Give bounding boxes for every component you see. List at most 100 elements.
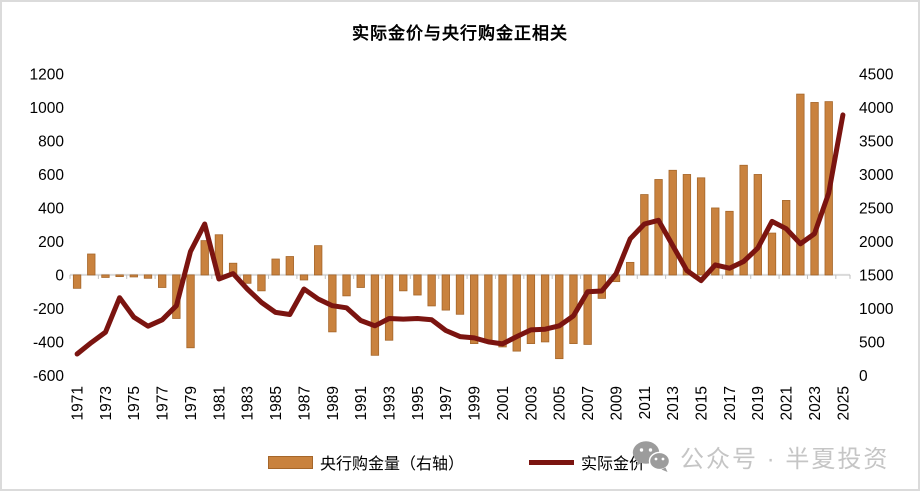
left-axis-tick-label: 200 [38, 234, 64, 251]
bar-1975 [129, 274, 138, 278]
x-axis-year-label: 2017 [722, 386, 739, 420]
real-gold-price-line [74, 112, 846, 357]
bar-1984 [257, 274, 266, 292]
bar-2000 [484, 274, 493, 344]
right-axis-tick-label: 3500 [859, 133, 894, 150]
right-axis-tick-label: 2500 [859, 200, 894, 217]
bar-1990 [342, 274, 351, 297]
x-axis-year-label: 1981 [211, 386, 228, 420]
x-axis-year-label: 2001 [495, 386, 512, 420]
bar-1988 [314, 245, 323, 276]
bar-2011 [640, 194, 649, 276]
x-axis-year-label: 1993 [382, 386, 399, 420]
bar-2022 [796, 93, 805, 276]
x-axis-year-label: 1999 [467, 386, 484, 420]
bar-1993 [384, 274, 394, 341]
x-axis-year-label: 2007 [580, 386, 597, 420]
left-axis-tick-label: 1000 [30, 100, 65, 117]
bar-1979 [186, 274, 195, 349]
x-axis-year-label: 1973 [98, 386, 115, 420]
right-axis-tick-label: 4000 [859, 100, 894, 117]
bar-1985 [271, 258, 280, 276]
bar-1998 [455, 274, 465, 315]
bar-1983 [243, 274, 252, 284]
x-axis-year-label: 2011 [637, 386, 654, 419]
bar-1977 [158, 274, 167, 288]
bar-1971 [72, 274, 82, 289]
bar-series-swatch [268, 455, 313, 469]
x-axis-year-label: 2009 [608, 386, 625, 420]
right-axis-tick-label: 2000 [859, 234, 894, 251]
left-axis-tick-label: 1200 [30, 66, 65, 83]
bar-1995 [413, 274, 422, 296]
left-axis-tick-label: -200 [33, 301, 64, 318]
bar-1976 [143, 274, 153, 279]
wechat-icon [632, 441, 670, 472]
x-axis-year-label: 2003 [523, 386, 540, 420]
x-axis-year-label: 2021 [779, 386, 796, 420]
watermark: 公众号 · 半夏投资 [632, 439, 889, 474]
left-axis-tick-label: -600 [33, 368, 64, 385]
right-axis-tick-label: 0 [859, 368, 868, 385]
bar-2020 [767, 232, 777, 276]
left-axis-tick-label: 0 [55, 267, 64, 284]
bar-1980 [200, 240, 209, 276]
bar-2014 [682, 174, 692, 276]
right-axis-tick-label: 1000 [859, 301, 894, 318]
line-series-swatch [529, 459, 574, 465]
bar-2015 [696, 177, 706, 276]
left-axis-tick-label: 800 [38, 133, 64, 150]
right-axis-tick-label: 500 [859, 334, 885, 351]
bar-2004 [540, 274, 550, 343]
bar-1996 [427, 274, 436, 307]
x-axis-year-label: 1979 [183, 386, 200, 420]
right-axis-tick-label: 1500 [859, 267, 894, 284]
x-axis-year-label: 1983 [240, 386, 257, 420]
bar-2002 [512, 274, 521, 352]
bar-1992 [370, 274, 380, 356]
bar-2003 [526, 274, 536, 344]
x-axis-year-label: 1987 [296, 386, 313, 420]
x-axis-year-label: 1989 [325, 386, 342, 420]
watermark-text: 公众号 · 半夏投资 [680, 446, 890, 473]
x-axis-year-label: 1991 [353, 386, 370, 420]
x-axis-year-label: 1975 [126, 386, 143, 420]
bar-2021 [782, 200, 791, 276]
bar-2005 [555, 274, 564, 360]
chart-title: 实际金价与央行购金正相关 [352, 24, 568, 43]
x-axis-year-label: 2025 [835, 386, 852, 420]
legend-item-central-bank-purchases: 央行购金量（右轴） [268, 451, 464, 473]
bar-2019 [753, 174, 762, 276]
legend-item-real-gold-price: 实际金价 [529, 451, 645, 473]
left-axis-tick-label: -400 [33, 334, 64, 351]
bar-2017 [725, 210, 734, 276]
bar-1987 [299, 274, 309, 281]
left-axis-tick-label: 600 [38, 167, 64, 184]
x-axis-year-label: 1997 [438, 386, 455, 420]
bar-2016 [711, 207, 720, 276]
x-axis-year-label: 2019 [750, 386, 767, 420]
legend-line-label: 实际金价 [581, 456, 646, 473]
bar-1999 [470, 274, 479, 344]
left-axis-tick-label: 400 [38, 200, 64, 217]
bar-1973 [101, 274, 110, 278]
bar-2018 [739, 164, 748, 276]
right-axis-tick-label: 4500 [859, 66, 894, 83]
bar-1972 [87, 253, 96, 276]
bar-2007 [583, 274, 592, 345]
chart-legend: 央行购金量（右轴） 实际金价 [2, 451, 918, 473]
right-axis-tick-label: 3000 [859, 167, 894, 184]
x-axis-year-label: 2015 [694, 386, 711, 420]
bar-1997 [441, 274, 450, 311]
x-axis-year-label: 2005 [552, 386, 569, 420]
bar-2013 [668, 169, 677, 276]
bar-1974 [115, 274, 124, 278]
x-axis-year-label: 1971 [70, 386, 87, 420]
x-axis-year-label: 2013 [665, 386, 682, 420]
x-axis-year-label: 1977 [155, 386, 172, 420]
x-axis-year-label: 1995 [410, 386, 427, 420]
bar-1991 [356, 274, 365, 288]
x-axis-year-label: 2023 [807, 386, 824, 420]
